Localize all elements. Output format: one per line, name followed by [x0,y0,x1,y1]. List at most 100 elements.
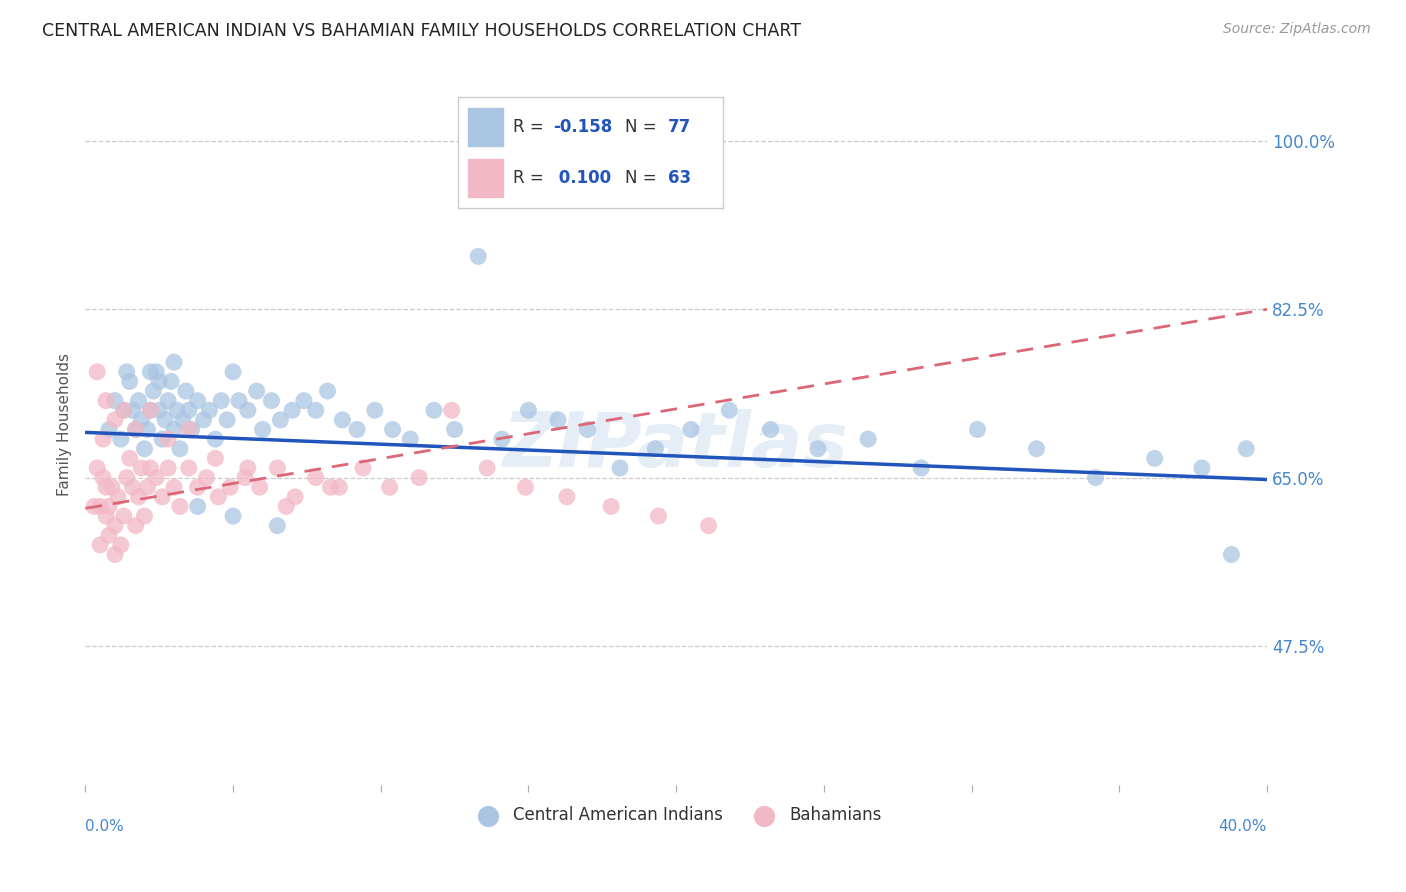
Point [128,490,150,504]
Point [443,423,465,437]
Point [177,423,200,437]
Point [193,413,215,427]
Point [697,518,720,533]
Point [679,423,702,437]
Point [399,432,422,446]
Point [94,480,117,494]
Point [124,423,146,437]
Point [177,403,200,417]
Point [89,538,111,552]
Point [110,538,132,552]
Text: Source: ZipAtlas.com: Source: ZipAtlas.com [1223,22,1371,37]
Point [112,403,135,417]
Y-axis label: Family Households: Family Households [58,353,72,496]
Point [163,355,186,369]
Point [89,500,111,514]
Point [408,470,430,484]
Point [148,375,170,389]
Point [112,509,135,524]
Point [94,509,117,524]
Point [222,509,245,524]
Point [966,423,988,437]
Point [491,432,513,446]
Point [115,365,138,379]
Point [91,470,114,484]
Point [1220,548,1243,562]
Point [1143,451,1166,466]
Point [153,413,176,427]
Point [910,461,932,475]
Text: CENTRAL AMERICAN INDIAN VS BAHAMIAN FAMILY HOUSEHOLDS CORRELATION CHART: CENTRAL AMERICAN INDIAN VS BAHAMIAN FAMI… [42,22,801,40]
Point [157,432,180,446]
Point [124,423,146,437]
Point [83,500,105,514]
Text: 40.0%: 40.0% [1219,819,1267,834]
Legend: Central American Indians, Bahamians: Central American Indians, Bahamians [464,800,889,831]
Point [98,500,121,514]
Point [517,403,540,417]
Point [148,403,170,417]
Point [647,509,669,524]
Point [128,393,150,408]
Point [172,413,194,427]
Point [139,403,162,417]
Point [134,509,156,524]
Point [233,470,256,484]
Point [187,393,209,408]
Point [381,423,404,437]
Point [86,365,108,379]
Point [104,548,127,562]
Point [718,403,741,417]
Point [204,432,226,446]
Point [98,423,121,437]
Point [195,470,218,484]
Point [228,393,250,408]
Point [115,470,138,484]
Point [276,500,298,514]
Point [269,413,291,427]
Text: 0.0%: 0.0% [86,819,124,834]
Point [139,365,162,379]
Point [330,413,353,427]
Point [475,461,498,475]
Point [157,461,180,475]
Point [110,432,132,446]
Point [131,461,153,475]
Point [207,490,229,504]
Point [440,403,463,417]
Point [281,403,304,417]
Point [555,490,578,504]
Point [86,461,108,475]
Point [124,518,146,533]
Point [284,490,307,504]
Point [807,442,830,456]
Point [246,384,269,398]
Point [1084,470,1107,484]
Point [305,403,328,417]
Point [169,442,191,456]
Point [364,403,387,417]
Point [328,480,350,494]
Point [131,413,153,427]
Point [139,403,162,417]
Point [1234,442,1257,456]
Point [145,470,167,484]
Point [169,500,191,514]
Point [121,480,143,494]
Point [107,490,129,504]
Point [266,461,288,475]
Point [139,461,162,475]
Point [174,384,197,398]
Point [118,375,141,389]
Point [163,480,186,494]
Point [198,403,221,417]
Point [145,365,167,379]
Point [423,403,446,417]
Point [104,413,127,427]
Point [204,451,226,466]
Point [467,249,489,263]
Point [352,461,374,475]
Point [236,403,259,417]
Point [236,461,259,475]
Point [576,423,599,437]
